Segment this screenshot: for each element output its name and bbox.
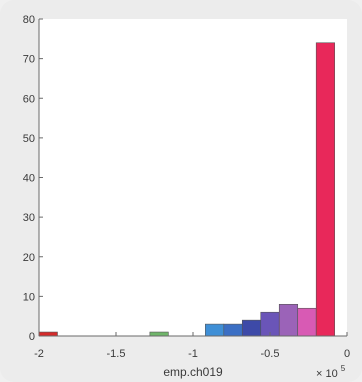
x-multiplier-base: × 10	[316, 368, 338, 380]
y-tick-label: 70	[23, 54, 35, 66]
histogram-bar	[241, 319, 262, 337]
histogram-bar	[223, 323, 243, 337]
y-tick-label: 60	[23, 93, 35, 105]
y-ticks-group: 0 10 20 30 40 50 60 70 80	[23, 14, 43, 343]
x-tick-label: -2	[34, 348, 44, 360]
y-tick-label: 40	[23, 173, 35, 185]
y-tick-label: 30	[23, 212, 35, 224]
x-ticks-group: -2 -1.5 -1 -0.5 0	[34, 332, 350, 360]
histogram-bar	[205, 323, 225, 337]
x-multiplier-exponent: 5	[341, 364, 346, 373]
x-tick-label: -0.5	[261, 348, 280, 360]
histogram-bar	[278, 303, 299, 337]
histogram-bar	[38, 331, 58, 337]
y-tick-label: 80	[23, 14, 35, 26]
plot-area	[39, 19, 347, 336]
y-tick-label: 0	[29, 331, 35, 343]
y-tick-label: 10	[23, 291, 35, 303]
x-tick-label: 0	[344, 348, 350, 360]
x-axis-label: emp.ch019	[163, 365, 223, 379]
y-tick-label: 20	[23, 252, 35, 264]
histogram-bar	[149, 331, 169, 337]
histogram-bar	[315, 42, 335, 337]
x-tick-label: -1	[188, 348, 198, 360]
histogram-bar	[297, 307, 317, 337]
x-multiplier-label: × 10 5	[316, 364, 346, 380]
y-tick-label: 50	[23, 133, 35, 145]
x-tick-label: -1.5	[107, 348, 126, 360]
